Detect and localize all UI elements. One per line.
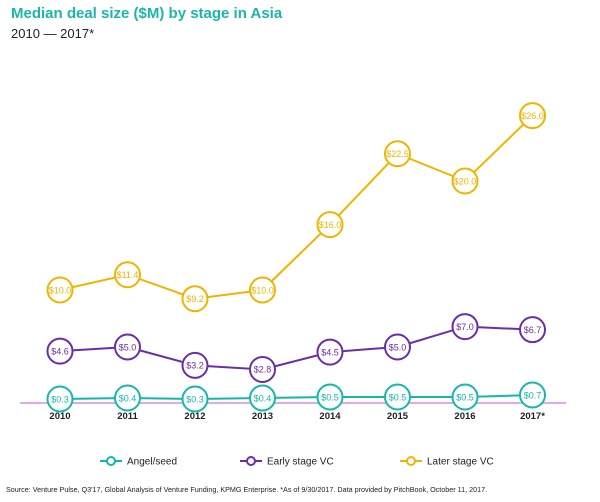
angel-seed-data-label: $0.5	[456, 392, 474, 402]
angel-seed-legend-marker	[106, 456, 116, 466]
early-stage-vc-point	[316, 338, 344, 366]
early-stage-vc-legend-label: Early stage VC	[267, 457, 334, 468]
x-tick-label: 2013	[252, 411, 273, 422]
angel-seed-point	[249, 384, 276, 412]
angel-seed-data-label: $0.7	[524, 390, 542, 400]
later-stage-vc-data-label: $20.0	[454, 176, 477, 186]
x-tick-label: 2012	[184, 411, 205, 422]
early-stage-vc-point	[114, 333, 141, 361]
later-stage-vc-point	[316, 211, 344, 239]
early-stage-vc-point	[249, 355, 276, 383]
source-note: Source: Venture Pulse, Q3'17, Global Ana…	[6, 485, 488, 494]
angel-seed-point	[384, 383, 411, 411]
later-stage-vc-data-label: $9.2	[186, 294, 204, 304]
line-chart: 2010 2011 2012 2013 2014 2015 2016 2017* $0.3 $0.…	[20, 102, 566, 468]
later-stage-vc-legend-label: Later stage VC	[427, 457, 494, 468]
later-stage-vc-data-label: $16.0	[319, 220, 342, 230]
early-stage-vc-point	[46, 337, 74, 365]
angel-seed-data-label: $0.5	[389, 392, 407, 402]
x-tick-label: 2017*	[520, 411, 545, 422]
x-tick-label: 2015	[387, 411, 409, 422]
x-tick-label: 2011	[117, 411, 138, 422]
early-stage-vc-data-label: $5.0	[389, 342, 407, 352]
later-stage-vc-point	[114, 261, 141, 289]
later-stage-vc-point	[181, 285, 209, 313]
early-stage-vc-point	[384, 333, 411, 361]
early-stage-vc-data-label: $7.0	[456, 322, 474, 332]
later-stage-vc-data-label: $22.5	[386, 149, 409, 159]
angel-seed-data-label: $0.3	[51, 394, 69, 404]
early-stage-vc-legend-marker	[246, 456, 256, 466]
later-stage-vc-point	[384, 140, 411, 168]
early-stage-vc-point	[181, 351, 209, 379]
x-tick-label: 2014	[319, 411, 341, 422]
angel-seed-data-label: $0.5	[321, 392, 339, 402]
chart-subtitle: 2010 — 2017*	[11, 26, 95, 41]
early-stage-vc-data-label: $6.7	[524, 325, 542, 335]
angel-seed-point	[451, 383, 479, 411]
later-stage-vc-data-label: $26.0	[521, 111, 544, 121]
early-stage-vc-data-label: $4.6	[51, 346, 69, 356]
later-stage-vc-point	[46, 276, 74, 304]
angel-seed-point	[181, 385, 209, 413]
early-stage-vc-data-label: $5.0	[119, 342, 137, 352]
angel-seed-point	[519, 381, 546, 409]
angel-seed-data-label: $0.4	[254, 393, 272, 403]
early-stage-vc-point	[451, 313, 479, 341]
later-stage-vc-data-label: $10.0	[251, 285, 274, 295]
x-tick-label: 2016	[454, 411, 475, 422]
later-stage-vc-data-label: $11.4	[117, 270, 139, 280]
later-stage-vc-point	[451, 167, 479, 195]
early-stage-vc-data-label: $4.5	[321, 347, 339, 357]
chart-title: Median deal size ($M) by stage in Asia	[11, 5, 283, 22]
angel-seed-point	[316, 383, 344, 411]
early-stage-vc-data-label: $2.8	[254, 365, 272, 375]
early-stage-vc-point	[519, 316, 546, 344]
later-stage-vc-point	[519, 102, 546, 130]
early-stage-vc-data-label: $3.2	[186, 361, 204, 371]
later-stage-vc-legend-marker	[406, 456, 416, 466]
angel-seed-legend-label: Angel/seed	[127, 457, 177, 468]
later-stage-vc-data-label: $10.0	[49, 285, 72, 295]
x-tick-label: 2010	[49, 411, 70, 422]
angel-seed-point	[114, 384, 141, 412]
angel-seed-data-label: $0.3	[186, 394, 204, 404]
angel-seed-point	[46, 385, 74, 413]
later-stage-vc-point	[249, 276, 276, 304]
angel-seed-data-label: $0.4	[119, 393, 137, 403]
